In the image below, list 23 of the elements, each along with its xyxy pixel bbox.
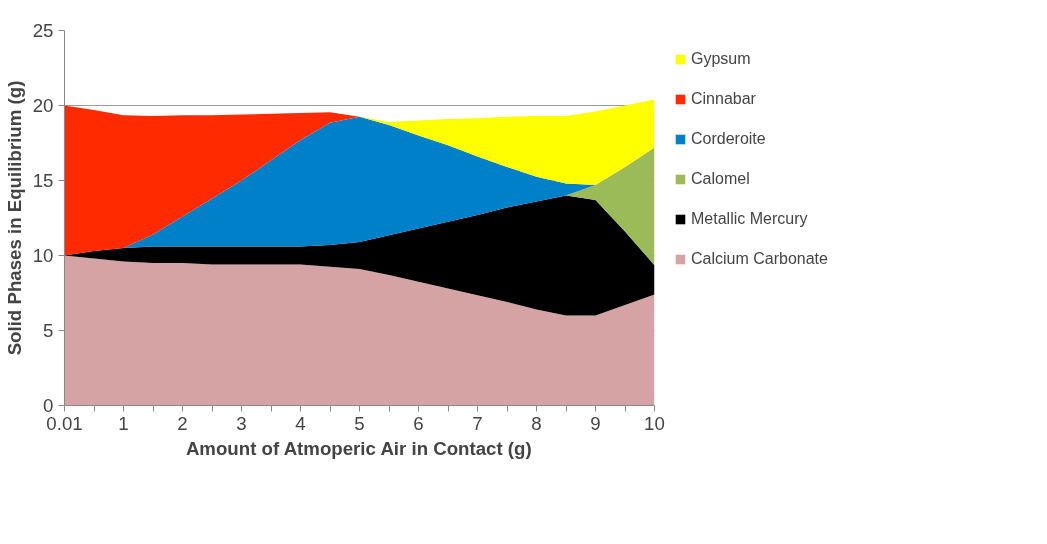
- legend-label: Cinnabar: [691, 90, 756, 108]
- x-axis-title: Amount of Atmoperic Air in Contact (g): [185, 437, 532, 459]
- x-tick-label: 2: [177, 412, 188, 434]
- x-tick-label: 3: [236, 412, 247, 434]
- y-tick-label: 20: [32, 95, 54, 116]
- legend-label: Corderoite: [691, 130, 766, 148]
- y-axis-title: Solid Phases in Equilibrium (g): [3, 80, 25, 356]
- legend-label: Calomel: [691, 170, 750, 188]
- y-tick-label: 15: [32, 170, 54, 191]
- x-tick-label: 8: [531, 412, 542, 434]
- legend-label: Metallic Mercury: [691, 210, 808, 228]
- x-tick-label: 9: [590, 412, 601, 434]
- x-tick-label: 7: [472, 412, 483, 434]
- legend-label: Gypsum: [691, 50, 751, 68]
- y-tick-label: 25: [32, 20, 54, 41]
- x-tick-label: 6: [413, 412, 424, 434]
- y-tick-label: 10: [32, 245, 54, 266]
- y-tick-label: 5: [43, 320, 54, 341]
- x-tick-label: 5: [354, 412, 365, 434]
- x-tick-label: 1: [118, 412, 129, 434]
- legend-label: Calcium Carbonate: [691, 250, 828, 268]
- x-tick-label: 4: [295, 412, 306, 434]
- x-tick-label: 10: [644, 412, 665, 434]
